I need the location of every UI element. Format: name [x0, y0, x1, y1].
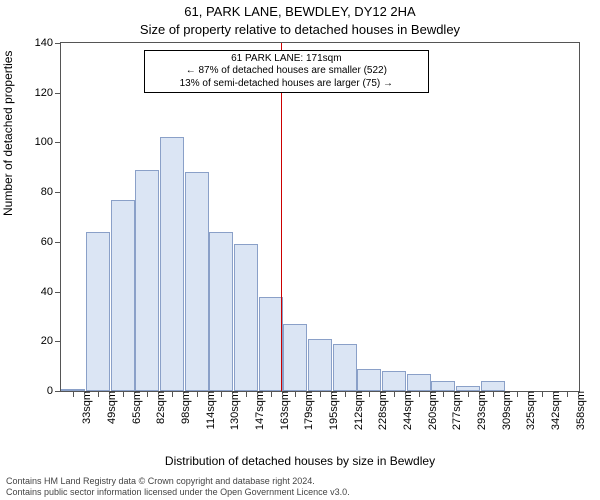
histogram-bar	[283, 324, 307, 391]
histogram-bar	[333, 344, 357, 391]
annotation-line3: 13% of semi-detached houses are larger (…	[151, 78, 422, 91]
histogram-bar	[382, 371, 406, 391]
x-tick-label: 130sqm	[221, 391, 241, 430]
histogram-bar	[407, 374, 431, 391]
footer-line2: Contains public sector information licen…	[6, 487, 594, 498]
x-tick-label: 147sqm	[246, 391, 266, 430]
x-tick-label: 293sqm	[468, 391, 488, 430]
y-tick-label: 40	[41, 286, 61, 298]
x-tick-label: 309sqm	[493, 391, 513, 430]
histogram-bar	[431, 381, 455, 391]
chart-title-address: 61, PARK LANE, BEWDLEY, DY12 2HA	[0, 4, 600, 19]
x-tick-label: 228sqm	[369, 391, 389, 430]
x-tick-label: 49sqm	[98, 391, 118, 424]
x-tick-label: 179sqm	[295, 391, 315, 430]
x-axis-label: Distribution of detached houses by size …	[0, 454, 600, 468]
y-tick-label: 120	[35, 87, 61, 99]
annotation-line1: 61 PARK LANE: 171sqm	[151, 53, 422, 66]
footer-attribution: Contains HM Land Registry data © Crown c…	[6, 476, 594, 498]
histogram-bar	[481, 381, 505, 391]
x-tick-label: 98sqm	[172, 391, 192, 424]
plot-area: 02040608010012014033sqm49sqm65sqm82sqm98…	[60, 42, 580, 392]
footer-line1: Contains HM Land Registry data © Crown c…	[6, 476, 594, 487]
x-tick-label: 163sqm	[271, 391, 291, 430]
chart-container: { "title_line1": "61, PARK LANE, BEWDLEY…	[0, 0, 600, 500]
x-tick-label: 33sqm	[73, 391, 93, 424]
x-tick-label: 65sqm	[123, 391, 143, 424]
x-tick-label: 342sqm	[542, 391, 562, 430]
y-tick-label: 140	[35, 37, 61, 49]
histogram-bar	[209, 232, 233, 391]
y-axis-label: Number of detached properties	[1, 51, 15, 216]
chart-title-subtitle: Size of property relative to detached ho…	[0, 22, 600, 37]
x-tick-label: 277sqm	[443, 391, 463, 430]
y-tick-label: 20	[41, 335, 61, 347]
property-marker-line	[281, 43, 282, 391]
y-tick-label: 80	[41, 186, 61, 198]
annotation-line2: ← 87% of detached houses are smaller (52…	[151, 65, 422, 78]
histogram-bar	[160, 137, 184, 391]
x-tick-label: 358sqm	[567, 391, 587, 430]
histogram-bar	[86, 232, 110, 391]
x-tick-label: 82sqm	[147, 391, 167, 424]
x-tick-label: 212sqm	[345, 391, 365, 430]
y-tick-label: 100	[35, 136, 61, 148]
y-tick-label: 0	[47, 385, 61, 397]
histogram-bar	[259, 297, 283, 391]
histogram-bar	[111, 200, 135, 391]
x-tick-label: 114sqm	[197, 391, 217, 429]
histogram-bar	[185, 172, 209, 391]
x-tick-label: 260sqm	[419, 391, 439, 430]
histogram-bar	[357, 369, 381, 391]
histogram-bar	[308, 339, 332, 391]
y-tick-label: 60	[41, 236, 61, 248]
x-tick-label: 195sqm	[320, 391, 340, 430]
x-tick-label: 325sqm	[517, 391, 537, 430]
annotation-box: 61 PARK LANE: 171sqm← 87% of detached ho…	[144, 50, 429, 94]
histogram-bar	[234, 244, 258, 391]
x-tick-label: 244sqm	[394, 391, 414, 430]
histogram-bar	[135, 170, 159, 391]
